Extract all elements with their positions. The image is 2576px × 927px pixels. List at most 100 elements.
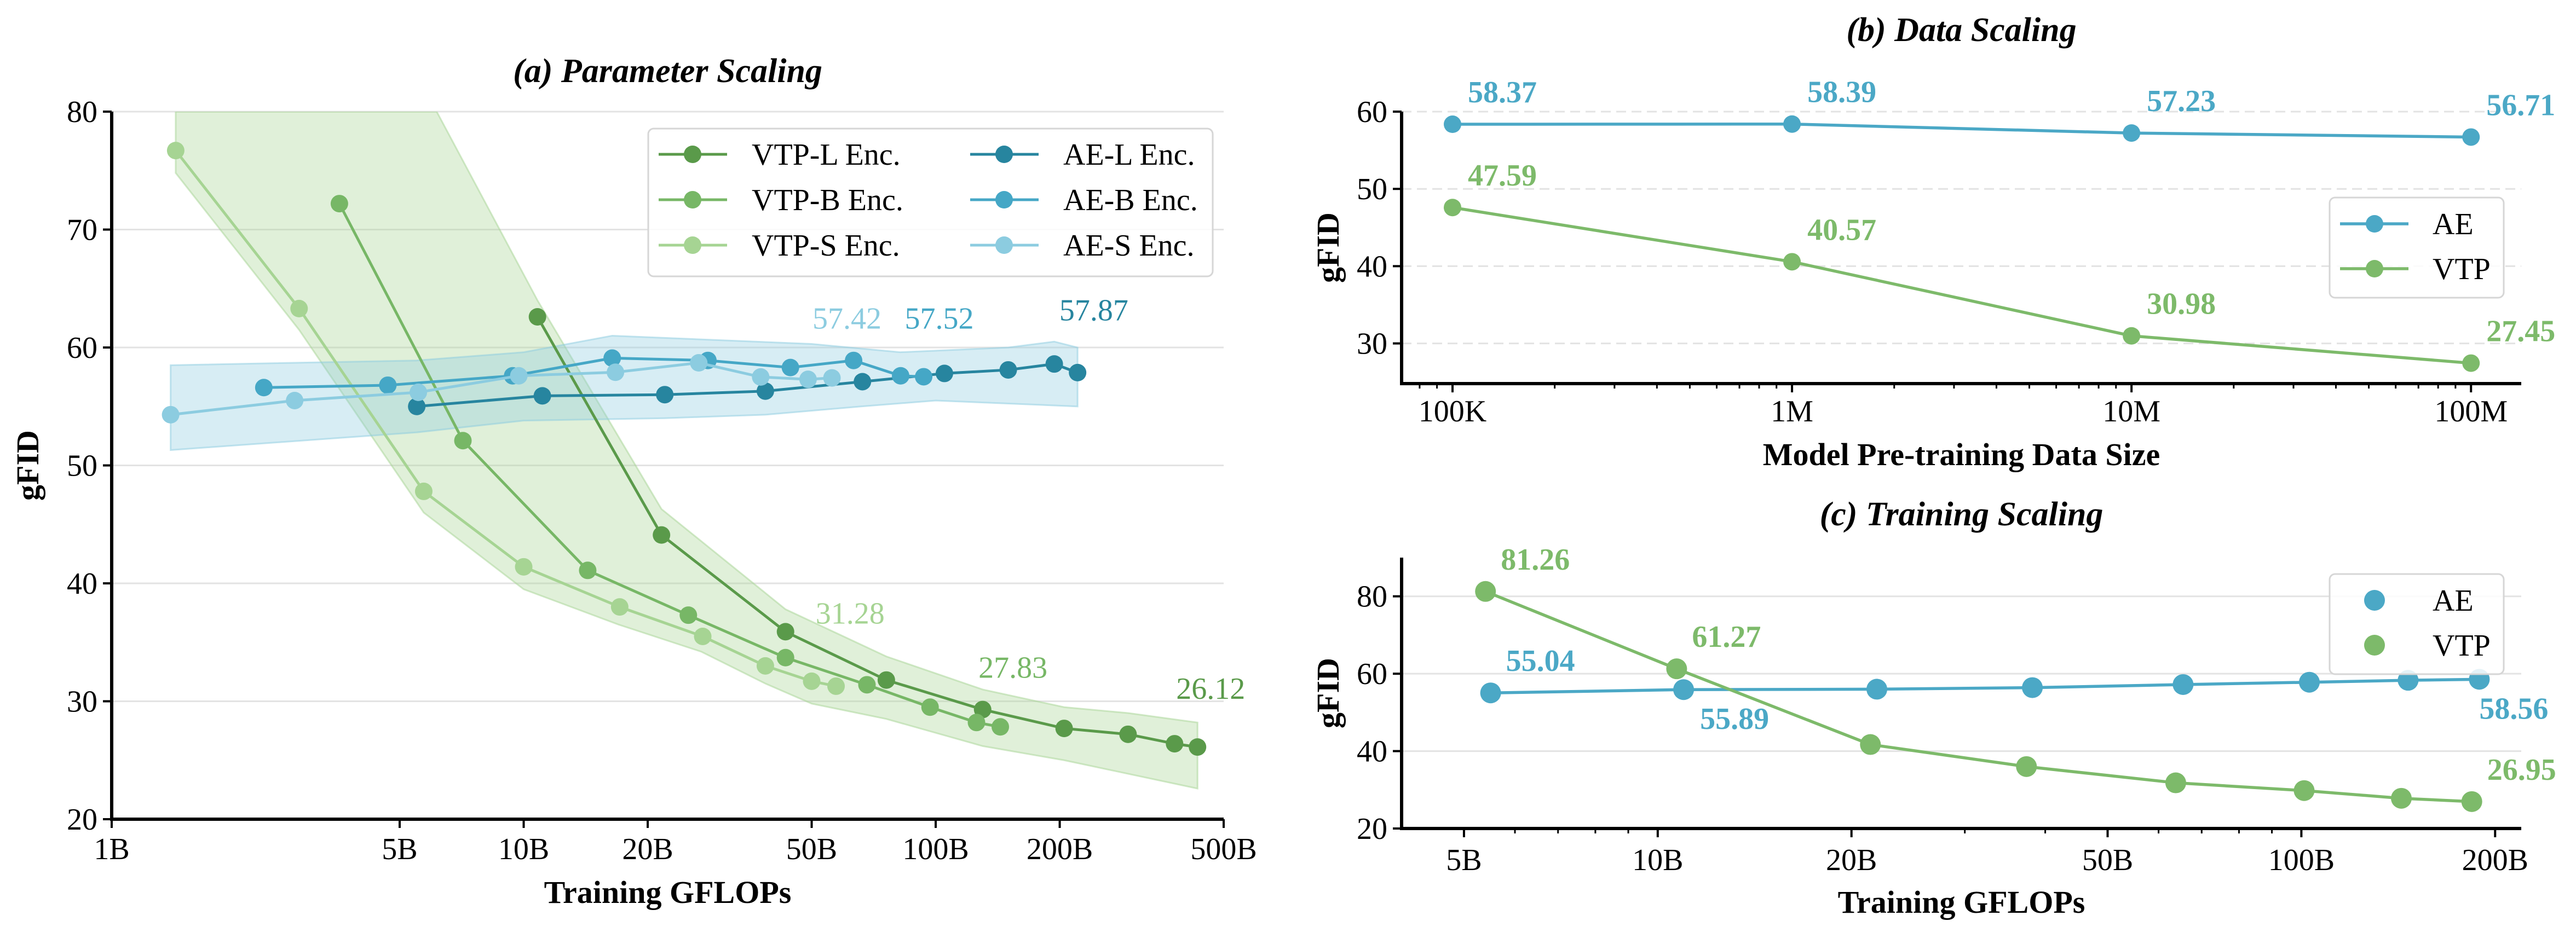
data-point xyxy=(803,672,821,690)
data-point xyxy=(1166,735,1184,753)
legend-label: VTP xyxy=(2433,252,2491,286)
legend-item: VTP-B Enc. xyxy=(659,183,903,217)
data-point xyxy=(2398,670,2419,691)
legend-label: VTP xyxy=(2433,629,2491,663)
data-point xyxy=(414,482,433,500)
y-tick-label: 70 xyxy=(67,213,97,247)
data-label: 47.59 xyxy=(1468,159,1537,193)
data-point xyxy=(410,383,428,401)
data-point xyxy=(2016,756,2037,777)
legend-label: VTP-B Enc. xyxy=(752,183,903,217)
legend-label: AE-B Enc. xyxy=(1063,183,1198,217)
series-line xyxy=(1490,677,2480,694)
y-tick-label: 20 xyxy=(67,803,97,837)
y-axis-label: gFID xyxy=(1310,212,1346,283)
panel-data-scaling: 58.37 58.39 57.23 56.71 47.59 40.57 30.98 27.45… xyxy=(1310,11,2555,472)
confidence-band xyxy=(175,112,1198,790)
data-point xyxy=(610,598,629,616)
panel-parameter-scaling: 57.42 57.52 57.87 31.28 27.83 26.12 20 30 40 50 60… xyxy=(10,53,1257,910)
data-point xyxy=(1666,658,1687,680)
x-tick-label: 10B xyxy=(1632,843,1683,877)
y-tick-label: 80 xyxy=(1357,580,1387,614)
x-axis-label: Model Pre-training Data Size xyxy=(1763,437,2160,472)
data-label: 40.57 xyxy=(1807,213,1876,247)
data-point xyxy=(379,376,397,394)
x-tick-label: 1B xyxy=(94,832,129,866)
chart-title: (a) Parameter Scaling xyxy=(513,53,822,90)
data-label: 55.89 xyxy=(1700,702,1769,736)
data-point xyxy=(515,558,533,576)
legend-box xyxy=(647,128,1214,277)
data-point xyxy=(2123,124,2141,142)
x-tick-label: 100M xyxy=(2434,395,2508,428)
data-point xyxy=(756,382,774,400)
x-tick-label: 5B xyxy=(1446,843,1482,877)
data-point xyxy=(2172,674,2194,695)
y-tick-label: 40 xyxy=(67,567,97,601)
data-point xyxy=(2165,772,2186,793)
x-tick-label: 50B xyxy=(2082,843,2133,877)
legend-marker xyxy=(2364,590,2385,611)
legend-marker xyxy=(2364,635,2385,656)
y-tick-label: 60 xyxy=(67,331,97,365)
legend-item: AE-B Enc. xyxy=(970,183,1198,217)
data-point xyxy=(607,363,625,381)
data-point xyxy=(162,405,180,424)
data-point xyxy=(1860,734,1881,755)
data-point xyxy=(967,714,986,732)
data-label: 58.39 xyxy=(1807,76,1876,109)
legend-item: VTP-L Enc. xyxy=(659,138,901,172)
legend-label: VTP-S Enc. xyxy=(752,229,900,263)
data-point xyxy=(2022,677,2043,698)
data-point xyxy=(891,367,909,385)
data-label: 57.87 xyxy=(1059,293,1128,327)
data-point xyxy=(2462,128,2480,146)
data-label: 58.56 xyxy=(2479,692,2548,726)
x-axis-label: Training GFLOPs xyxy=(1838,884,2085,920)
data-point xyxy=(166,142,185,160)
x-tick-label: 200B xyxy=(1027,832,1093,866)
legend: AE VTP xyxy=(2329,196,2505,299)
data-point xyxy=(528,308,546,326)
data-point xyxy=(1189,738,1207,756)
data-label: 31.28 xyxy=(816,596,885,630)
legend-marker xyxy=(684,236,701,254)
x-tick-label: 500B xyxy=(1190,832,1257,866)
data-point xyxy=(603,349,621,367)
data-point xyxy=(255,379,273,397)
x-tick-label: 20B xyxy=(1826,843,1877,877)
data-point xyxy=(752,368,770,386)
data-point xyxy=(2123,327,2141,345)
data-point xyxy=(653,526,671,544)
x-tick-label: 10M xyxy=(2102,395,2160,428)
data-point xyxy=(2293,780,2315,801)
legend-item: AE-L Enc. xyxy=(970,138,1195,172)
data-point xyxy=(1475,581,1496,602)
data-point xyxy=(656,386,674,404)
data-label: 55.04 xyxy=(1506,644,1575,678)
data-point xyxy=(973,700,992,719)
data-point xyxy=(827,677,845,695)
data-point xyxy=(694,627,712,645)
legend-item: VTP xyxy=(2340,252,2491,286)
data-point xyxy=(992,718,1010,736)
legend-item: VTP-S Enc. xyxy=(659,229,900,263)
data-label: 56.71 xyxy=(2486,88,2555,122)
data-point xyxy=(286,391,304,409)
legend-item: AE-S Enc. xyxy=(970,229,1195,263)
legend-label: AE xyxy=(2433,207,2474,241)
data-point xyxy=(1783,253,1801,271)
data-point xyxy=(510,367,528,385)
data-point xyxy=(679,606,698,624)
x-axis-label: Training GFLOPs xyxy=(544,874,792,910)
data-point xyxy=(935,364,953,383)
legend-item: VTP xyxy=(2364,629,2491,663)
y-tick-label: 20 xyxy=(1357,812,1387,846)
data-label: 27.83 xyxy=(978,651,1047,685)
data-point xyxy=(408,397,426,415)
data-point xyxy=(799,370,817,389)
data-point xyxy=(454,432,472,450)
legend-item: AE xyxy=(2364,584,2474,618)
panel-training-scaling: 55.04 55.89 58.56 81.26 61.27 26.95 20 40 60 80 5B… xyxy=(1310,496,2556,920)
